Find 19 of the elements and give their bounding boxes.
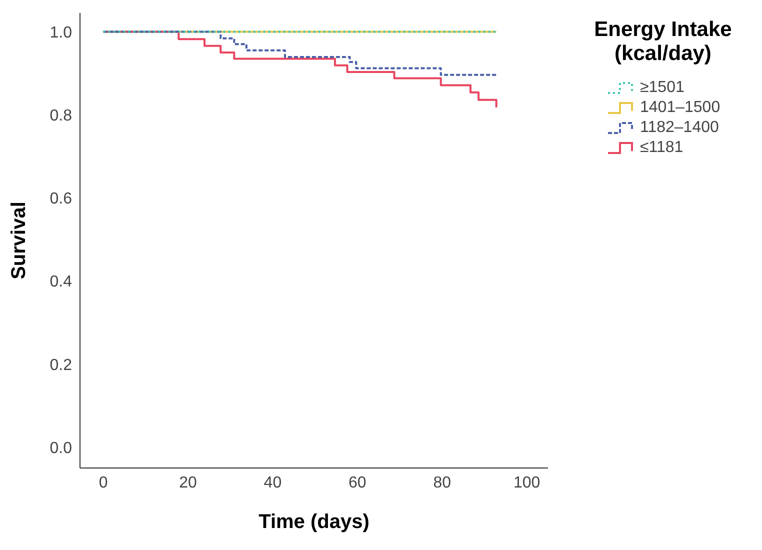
y-tick-label: 0.4 (50, 274, 72, 291)
x-axis-title: Time (days) (258, 511, 370, 533)
x-tick-label: 60 (348, 474, 366, 492)
x-tick-label: 0 (98, 474, 108, 492)
y-tick-label: 1.0 (50, 24, 72, 42)
legend-title: Energy Intake (kcal/day) (593, 18, 733, 66)
legend-label: ≤1181 (640, 139, 684, 157)
legend-label: 1182–1400 (640, 119, 719, 137)
x-tick-label: 40 (264, 474, 282, 492)
y-tick-label: 0.2 (50, 356, 72, 374)
y-axis-title: Survival (8, 202, 30, 280)
x-tick-label: 100 (513, 474, 540, 492)
x-tick-label: 20 (179, 474, 197, 492)
legend-label: 1401–1500 (640, 99, 720, 117)
legend-label: ≥1501 (640, 79, 684, 97)
x-tick-label: 80 (433, 474, 452, 492)
y-tick-label: 0.6 (50, 190, 72, 208)
y-tick-label: 0.0 (50, 440, 72, 457)
y-tick-label: 0.8 (50, 107, 72, 124)
